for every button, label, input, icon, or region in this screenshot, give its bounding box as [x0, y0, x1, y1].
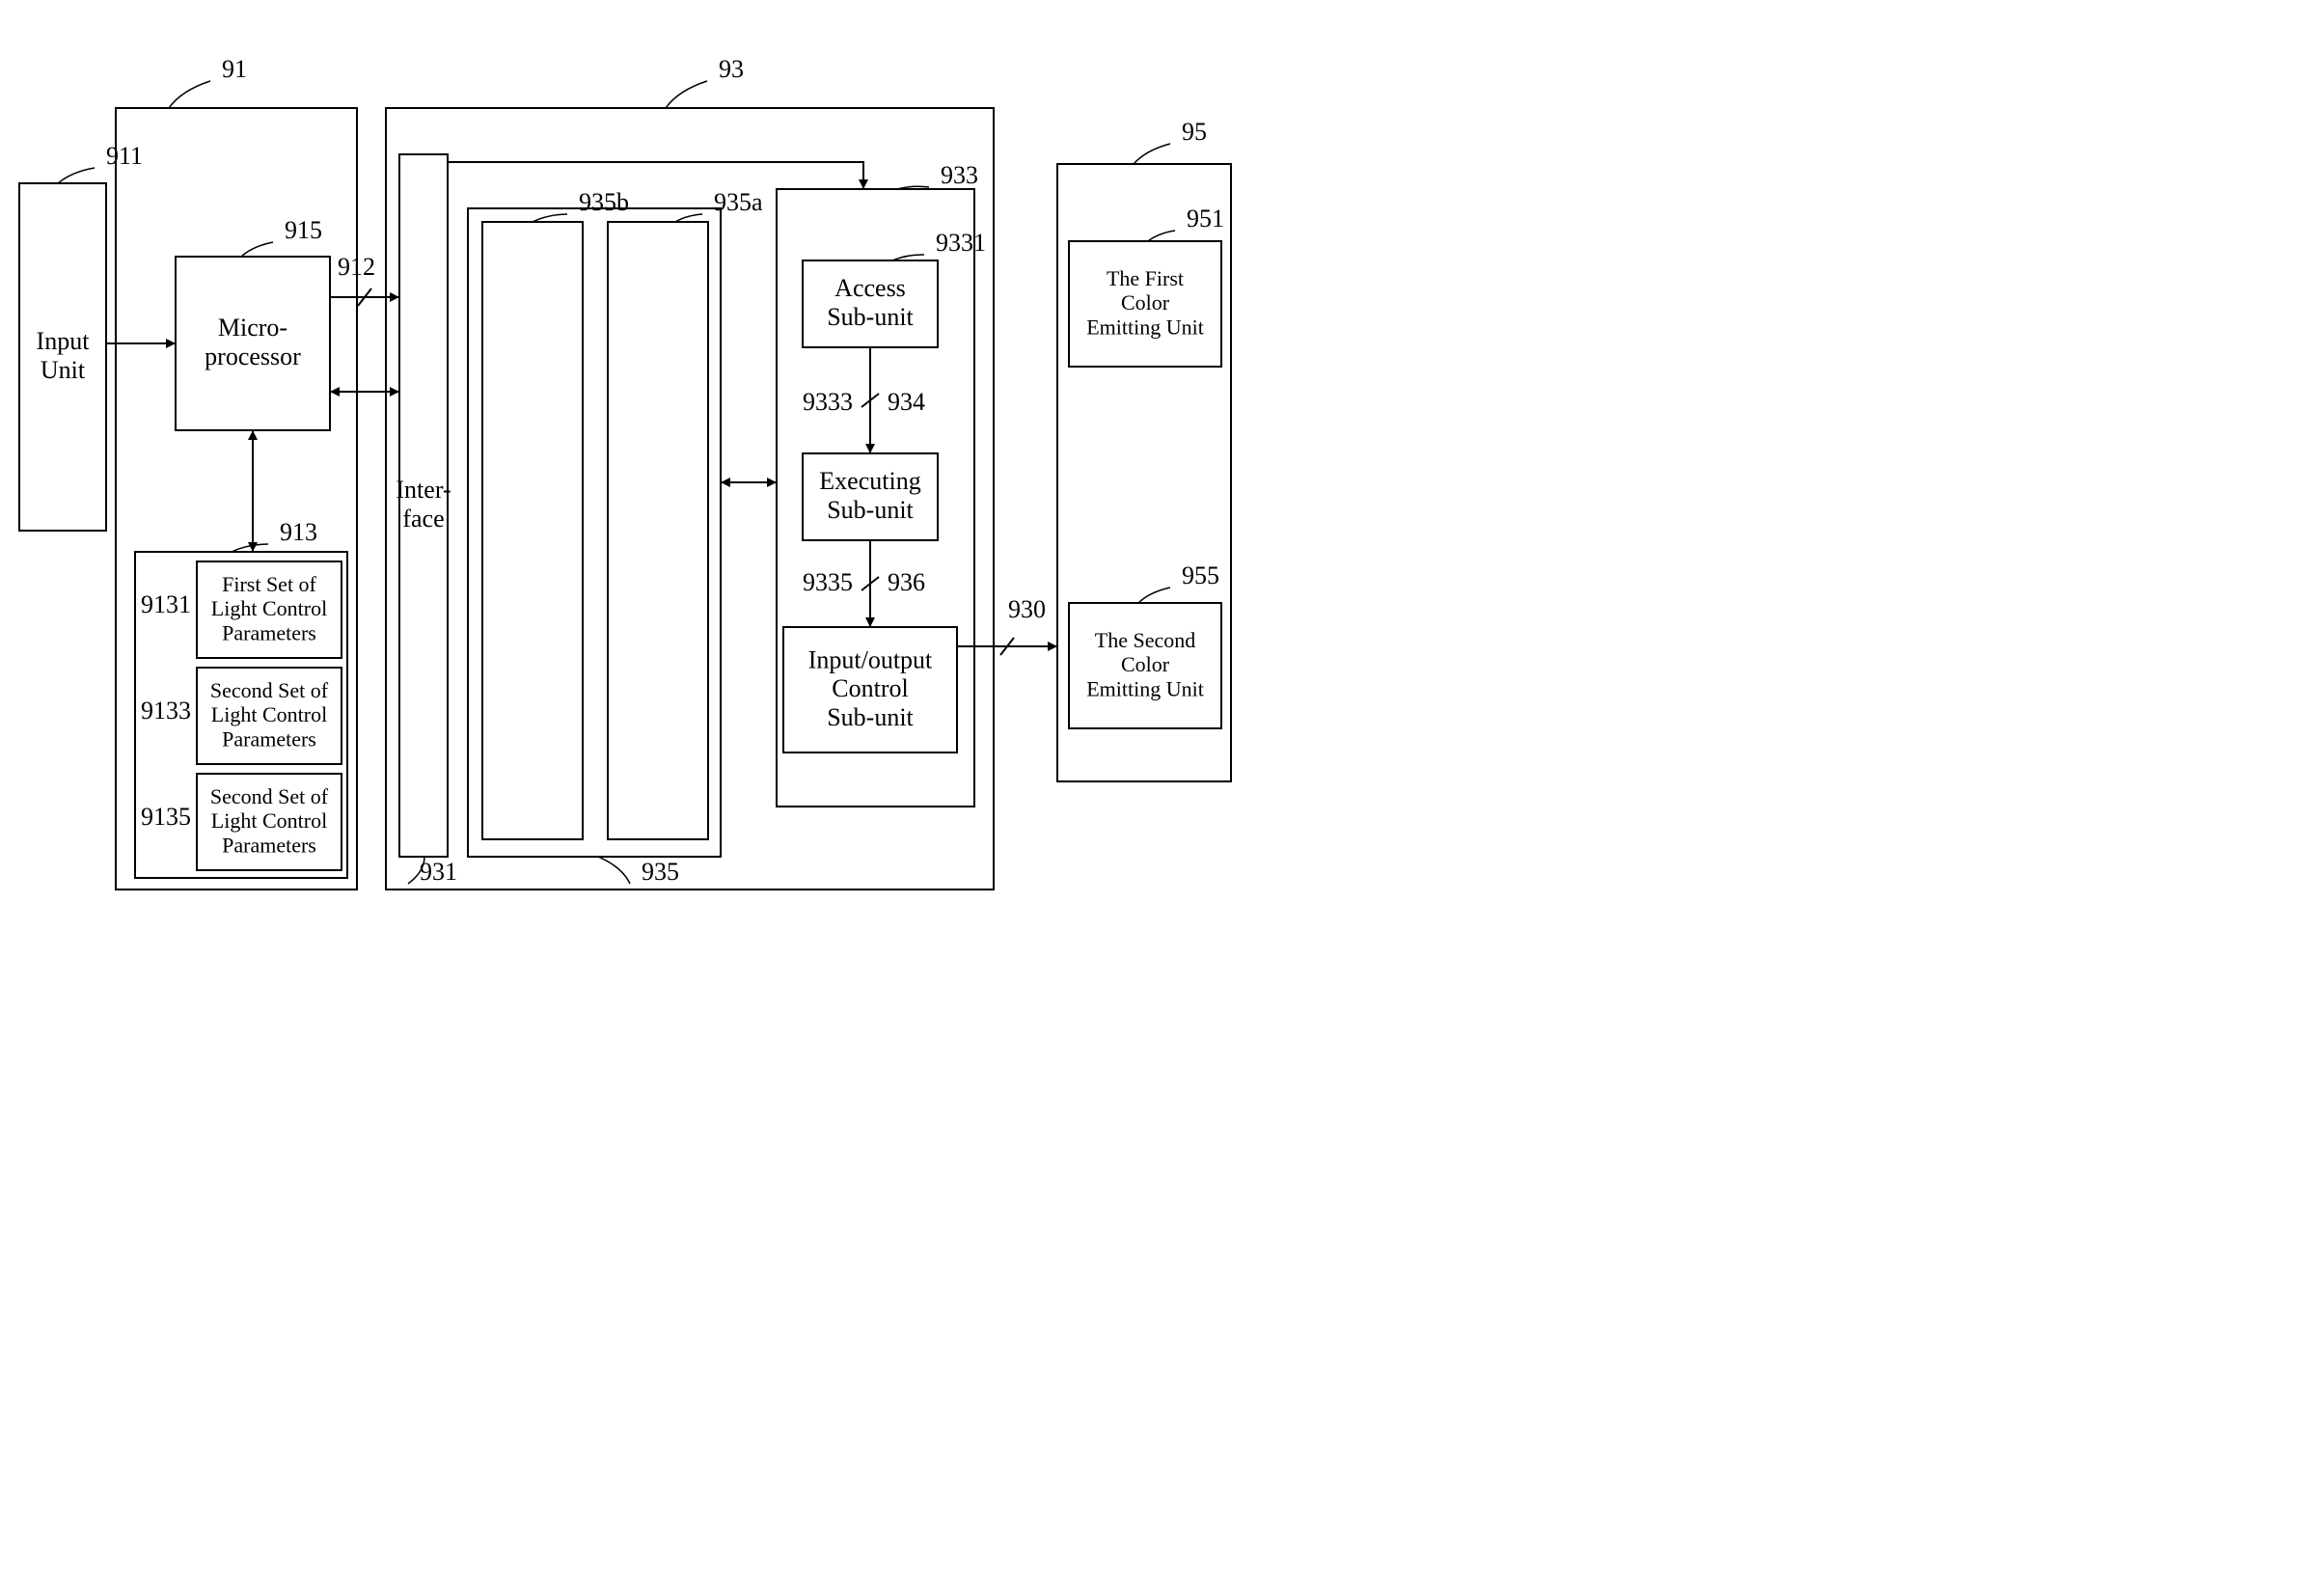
ref-915: 915: [285, 216, 322, 244]
ref-935b: 935b: [579, 188, 629, 216]
ref-955: 955: [1182, 561, 1219, 589]
ref-9333: 9333: [803, 388, 853, 416]
ref-95: 95: [1182, 118, 1207, 146]
ref-9131: 9131: [141, 590, 191, 618]
ref-933: 933: [941, 161, 978, 189]
ref-931: 931: [420, 858, 457, 886]
interface-label: Inter-face: [396, 476, 451, 533]
param-9135-label: Second Set ofLight ControlParameters: [210, 784, 329, 858]
ref-935a: 935a: [714, 188, 763, 216]
param-9131-label: First Set ofLight ControlParameters: [211, 572, 327, 645]
ref-930: 930: [1008, 595, 1046, 623]
ref-951: 951: [1187, 205, 1224, 233]
ref-935: 935: [642, 858, 679, 886]
ref-93: 93: [719, 55, 744, 83]
leader-95: [1134, 144, 1170, 164]
leader-93: [666, 81, 707, 108]
input-unit-label: InputUnit: [37, 327, 91, 384]
ref-9133: 9133: [141, 697, 191, 725]
ref-934: 934: [888, 388, 925, 416]
executing-label: ExecutingSub-unit: [819, 467, 920, 524]
ref-911: 911: [106, 142, 143, 170]
mem_935b: [482, 222, 583, 839]
ref-912: 912: [338, 253, 375, 281]
param-9133-label: Second Set ofLight ControlParameters: [210, 678, 329, 752]
access-label: AccessSub-unit: [827, 274, 914, 331]
ref-9335: 9335: [803, 568, 853, 596]
ref-91: 91: [222, 55, 247, 83]
mem_935a: [608, 222, 708, 839]
ref-9135: 9135: [141, 803, 191, 831]
microprocessor-label: Micro-processor: [205, 314, 301, 370]
ref-913: 913: [280, 518, 317, 546]
leader-911: [58, 168, 95, 183]
leader-91: [169, 81, 210, 108]
ref-9331: 9331: [936, 229, 986, 257]
ref-936: 936: [888, 568, 925, 596]
